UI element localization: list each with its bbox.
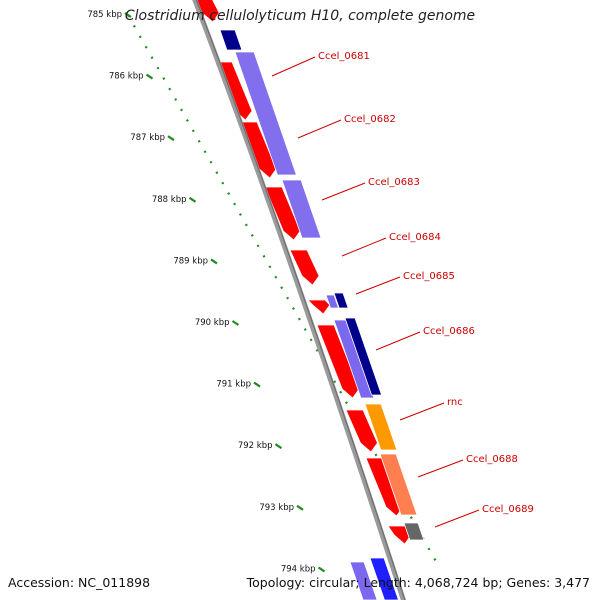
red-cds-arrow — [289, 249, 320, 286]
gene-label: rnc — [447, 397, 463, 408]
backbone-shadow — [195, 0, 406, 600]
gene-label-leader — [375, 331, 421, 351]
gene-label-leader — [417, 459, 464, 478]
gene-label: Ccel_0684 — [389, 232, 441, 243]
grey-feature — [403, 522, 425, 541]
gene-label: Ccel_0689 — [482, 504, 534, 515]
scale-tick-label: 794 kbp — [281, 564, 316, 574]
scale-tick-mark — [210, 258, 218, 265]
gene-label: Ccel_0682 — [344, 114, 396, 125]
map-title: Clostridium cellulolyticum H10, complete… — [124, 8, 476, 24]
red-cds-arrow — [316, 324, 360, 399]
purple-feature — [234, 51, 297, 176]
red-cds-arrow — [345, 409, 378, 453]
gene-label-leader — [355, 276, 401, 295]
red-cds-arrow — [387, 525, 412, 545]
orange-feature — [364, 403, 398, 451]
scale-tick-mark — [188, 196, 197, 203]
red-cds-arrow — [264, 186, 301, 241]
gene-label: Ccel_0686 — [423, 326, 475, 337]
scale-tick-label: 793 kbp — [259, 503, 294, 513]
scale-tick-mark — [124, 12, 132, 18]
scale-tick-label: 786 kbp — [109, 72, 144, 82]
scale-ticks-layer: 785 kbp 786 kbp 787 kbp 788 kbp 789 kbp 790 k… — [87, 10, 439, 574]
scale-tick-label: 792 kbp — [238, 441, 273, 451]
red-cds-arrow — [307, 299, 331, 315]
gene-labels-layer: Ccel_0681 Ccel_0682 Ccel_0683 Ccel_0684 Ccel… — [271, 51, 534, 528]
gene-label: Ccel_0685 — [403, 271, 455, 282]
scale-tick-label: 790 kbp — [195, 318, 230, 328]
scale-tick-mark — [296, 504, 304, 511]
accession-text: Accession: NC_011898 — [8, 575, 151, 590]
scale-tick-mark — [274, 443, 283, 450]
navy-feature — [333, 292, 349, 309]
scale-tick-label: 788 kbp — [152, 195, 187, 205]
scale-tick-mark — [253, 381, 261, 388]
purple-feature — [333, 319, 375, 399]
scale-tick-label: 791 kbp — [216, 380, 251, 390]
feature-track-layer — [195, 0, 425, 600]
salmon-feature — [379, 453, 418, 516]
backbone-line — [192, 0, 407, 600]
gene-label-leader — [341, 237, 387, 257]
gene-label-leader — [297, 119, 342, 139]
backbone-layer — [192, 0, 407, 600]
scale-tick-mark — [231, 320, 240, 326]
scale-tick-label: 789 kbp — [173, 256, 208, 266]
blue-feature — [369, 557, 399, 600]
scale-tick-mark — [145, 73, 154, 80]
navy-feature — [219, 29, 243, 51]
scale-tick-label: 787 kbp — [130, 133, 165, 143]
purple-feature — [325, 294, 340, 309]
scale-tick-mark — [317, 566, 326, 573]
purple-feature — [349, 561, 378, 600]
gene-label: Ccel_0681 — [318, 51, 370, 62]
purple-feature — [281, 179, 322, 239]
gene-label-leader — [321, 182, 366, 201]
navy-feature — [344, 317, 383, 396]
gene-label: Ccel_0688 — [466, 454, 518, 465]
gene-label-leader — [434, 509, 480, 528]
scale-tick-mark — [167, 135, 175, 142]
gene-label: Ccel_0683 — [368, 177, 420, 188]
scale-tick-label: 785 kbp — [87, 10, 122, 20]
gene-label-leader — [271, 56, 316, 77]
gene-label-leader — [399, 402, 445, 421]
genome-summary-text: Topology: circular; Length: 4,068,724 bp… — [246, 575, 590, 590]
